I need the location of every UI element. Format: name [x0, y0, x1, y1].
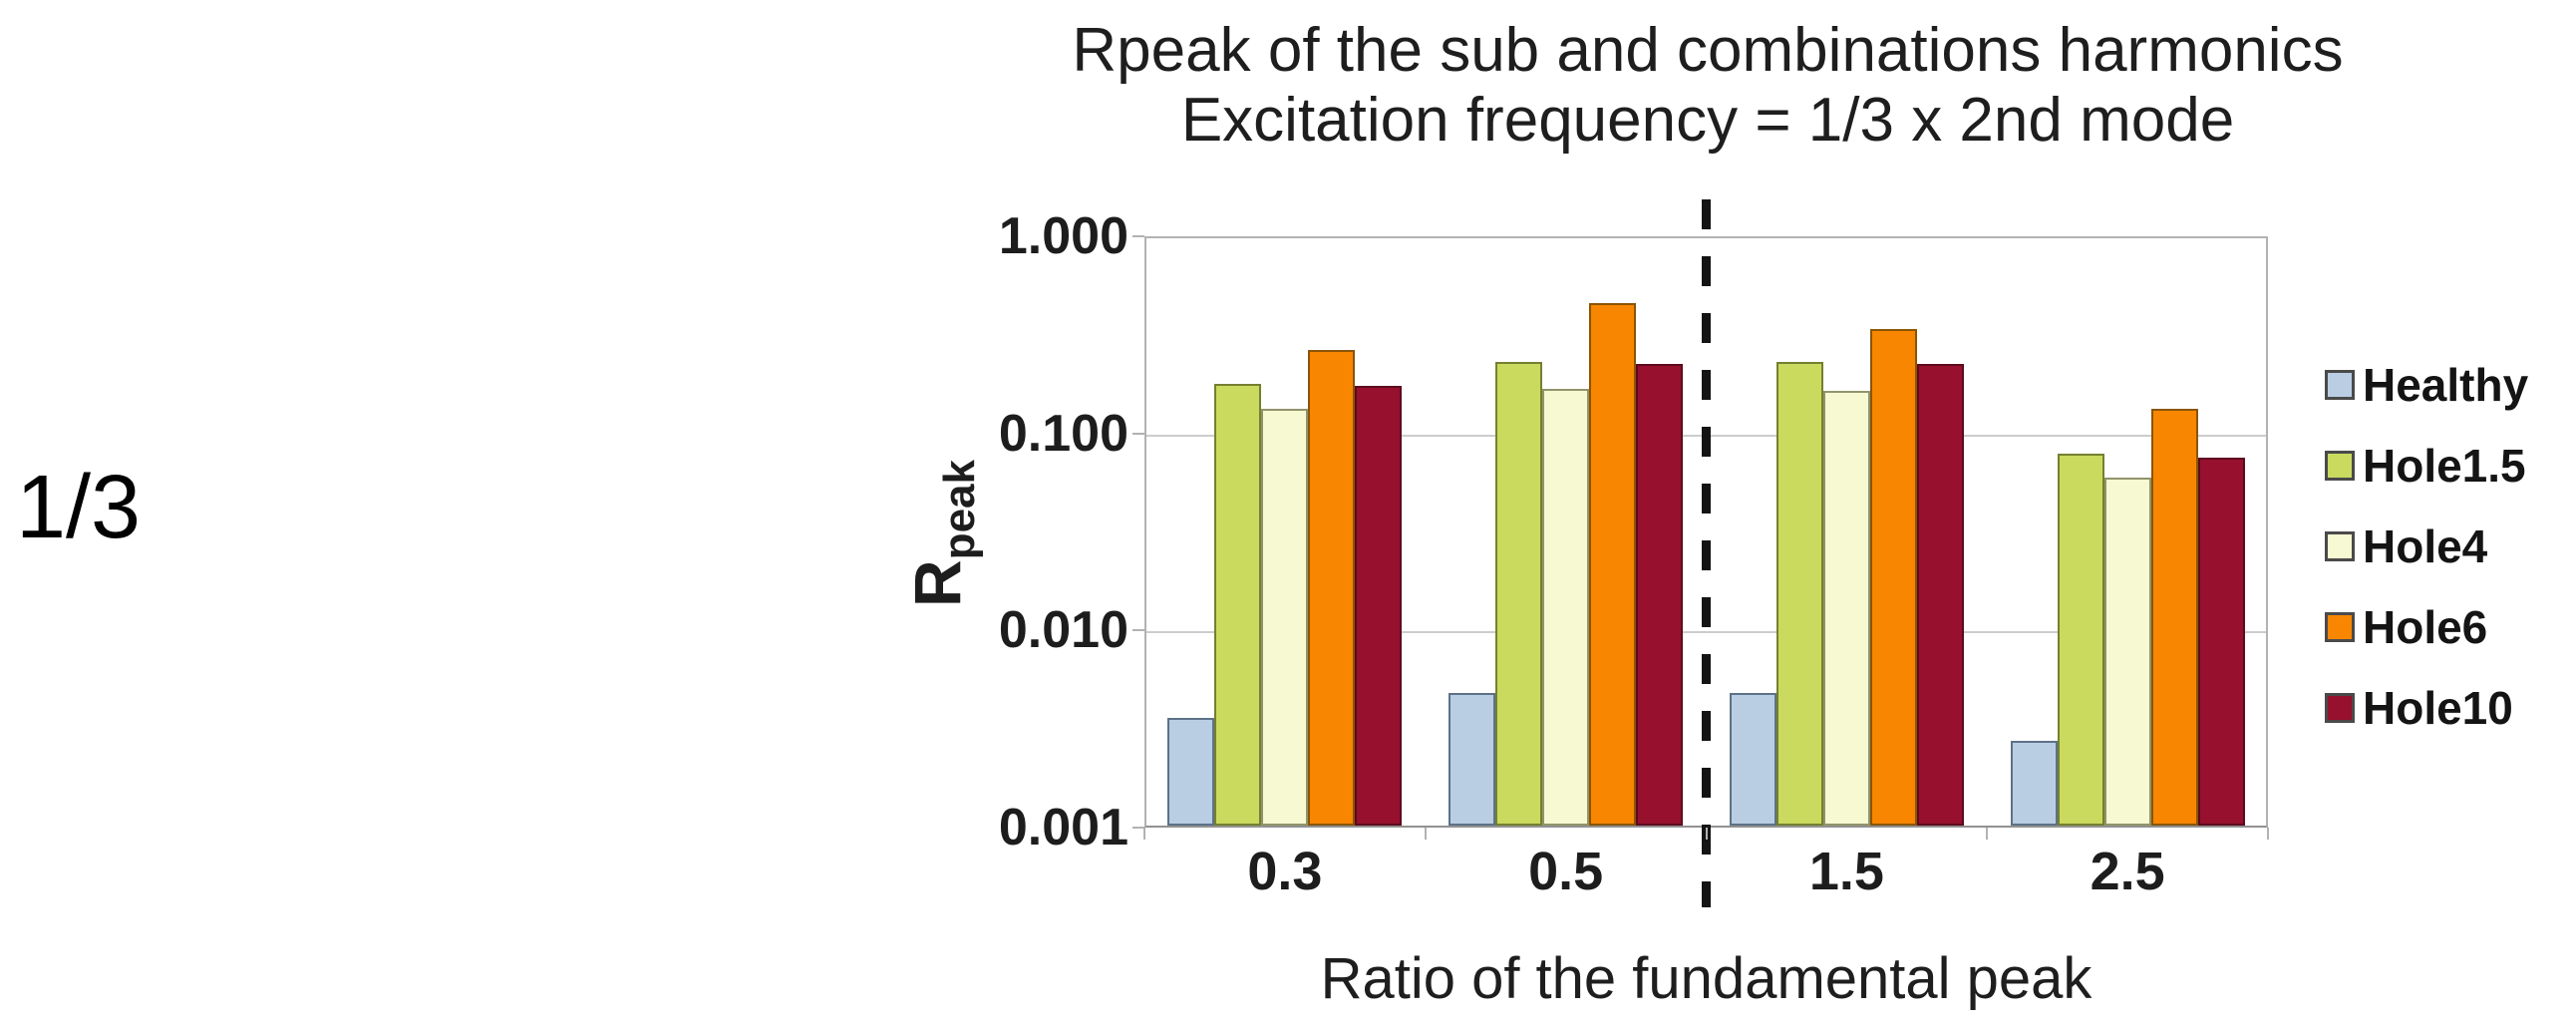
legend: Healthy Hole1.5 Hole4 Hole6 Hole10: [2325, 361, 2528, 732]
x-tick-mark: [1705, 828, 1708, 840]
bar-hole1.5-0.5: [1495, 362, 1543, 826]
x-tick-label: 0.3: [1247, 842, 1323, 901]
excitation-divider-dashed-line: [1702, 199, 1711, 907]
y-tick-mark: [1132, 629, 1144, 632]
y-axis-title: Rpeak: [899, 460, 985, 607]
bar-healthy-1.5: [1729, 693, 1776, 826]
bar-hole6-2.5: [2150, 409, 2198, 826]
bar-hole6-1.5: [1869, 329, 1917, 826]
x-tick-mark: [1424, 828, 1427, 840]
bar-healthy-2.5: [2010, 741, 2058, 826]
bar-hole4-2.5: [2103, 478, 2151, 826]
x-tick-mark: [1986, 828, 1989, 840]
x-tick-mark: [1143, 828, 1145, 840]
bar-hole6-0.3: [1308, 350, 1356, 826]
bar-hole10-0.3: [1355, 386, 1403, 826]
chart-title-line1: Rpeak of the sub and combinations harmon…: [1072, 16, 2344, 85]
bar-hole4-0.5: [1542, 389, 1590, 826]
bar-hole4-0.3: [1261, 409, 1309, 826]
legend-swatch-icon: [2325, 370, 2355, 400]
legend-label: Healthy: [2363, 359, 2529, 411]
bar-hole4-1.5: [1822, 391, 1870, 826]
bar-hole6-0.5: [1589, 303, 1637, 826]
legend-item-hole4: Hole4: [2325, 522, 2528, 570]
y-tick-label: 0.100: [998, 404, 1128, 463]
bar-hole10-1.5: [1916, 364, 1964, 826]
bar-hole1.5-1.5: [1775, 362, 1823, 826]
x-axis-title: Ratio of the fundamental peak: [1320, 946, 2093, 1011]
legend-swatch-icon: [2325, 531, 2355, 561]
chart-title: Rpeak of the sub and combinations harmon…: [945, 16, 2470, 156]
y-tick-mark: [1132, 432, 1144, 435]
x-tick-mark: [2267, 828, 2269, 840]
bar-hole10-2.5: [2197, 458, 2245, 826]
bar-healthy-0.3: [1167, 718, 1215, 826]
y-tick-label: 1.000: [998, 207, 1128, 265]
y-tick-mark: [1132, 827, 1144, 829]
legend-item-hole6: Hole6: [2325, 603, 2528, 651]
fraction-annotation: 1/3: [16, 458, 142, 557]
legend-swatch-icon: [2325, 451, 2355, 481]
bar-hole1.5-2.5: [2057, 454, 2104, 826]
y-tick-mark: [1132, 235, 1144, 237]
bar-healthy-0.5: [1449, 693, 1496, 826]
y-tick-label: 0.010: [998, 601, 1128, 660]
legend-swatch-icon: [2325, 612, 2355, 642]
legend-item-healthy: Healthy: [2325, 361, 2528, 409]
y-tick-label: 0.001: [998, 799, 1128, 856]
legend-label: Hole10: [2363, 682, 2513, 734]
bar-hole10-0.5: [1636, 364, 1684, 826]
legend-label: Hole4: [2363, 520, 2488, 572]
legend-item-hole1.5: Hole1.5: [2325, 442, 2528, 490]
bar-hole1.5-0.3: [1214, 384, 1262, 826]
legend-label: Hole1.5: [2363, 440, 2526, 492]
x-tick-label: 2.5: [2090, 842, 2165, 901]
legend-item-hole10: Hole10: [2325, 684, 2528, 732]
legend-label: Hole6: [2363, 601, 2488, 653]
x-tick-label: 0.5: [1528, 842, 1604, 901]
x-tick-label: 1.5: [1808, 842, 1884, 901]
chart-title-line2: Excitation frequency = 1/3 x 2nd mode: [1180, 86, 2235, 155]
legend-swatch-icon: [2325, 693, 2355, 723]
